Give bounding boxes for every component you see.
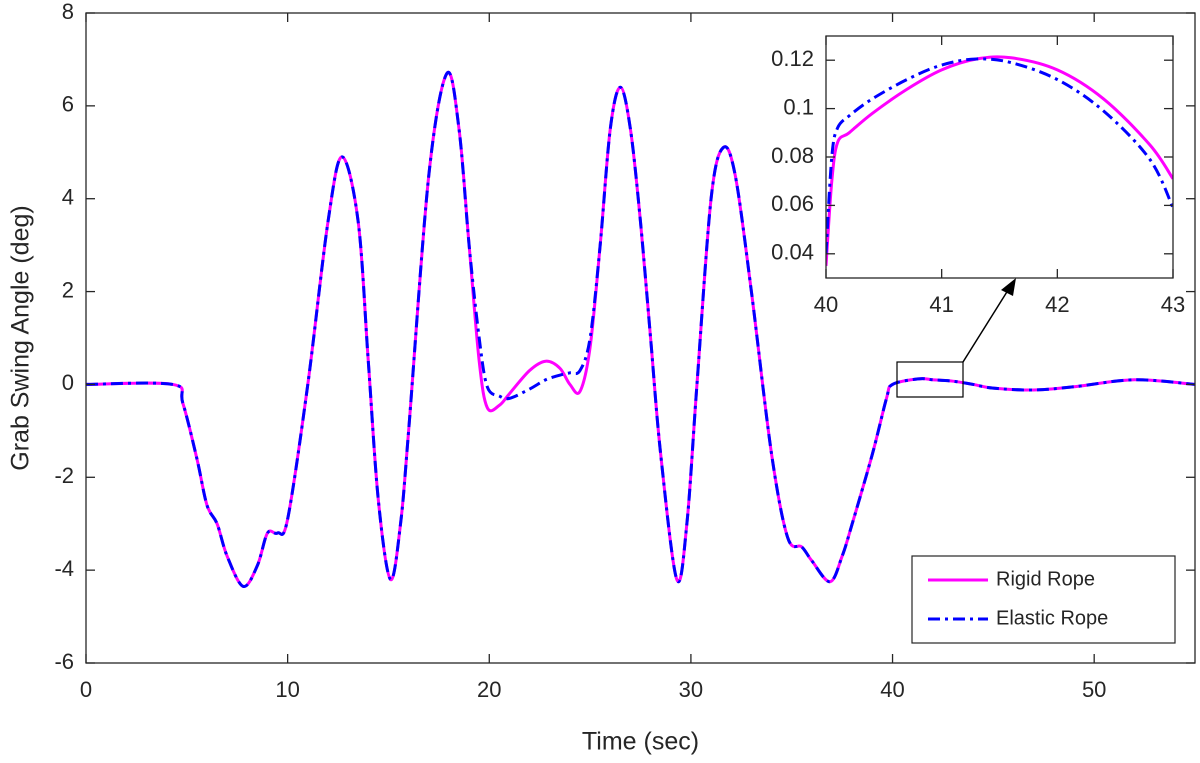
axes-box <box>85 12 1196 664</box>
zoom-indicator <box>896 278 1016 398</box>
legend-box <box>911 555 1176 644</box>
y-tick-label: 8 <box>62 0 74 24</box>
plot-area <box>826 36 1173 278</box>
legend-label: Elastic Rope <box>996 607 1108 629</box>
y-tick-label: 0.12 <box>771 46 814 71</box>
y-tick-label: 0.06 <box>771 191 814 216</box>
zoom-arrow <box>962 286 1011 363</box>
arrow-head <box>1001 278 1016 296</box>
y-tick-label: 0.1 <box>783 94 814 119</box>
x-tick-label: 50 <box>1082 677 1106 702</box>
x-tick-label: 40 <box>814 292 838 317</box>
x-tick-label: 40 <box>880 677 904 702</box>
y-tick-label: 4 <box>62 185 74 210</box>
x-tick-label: 0 <box>80 677 92 702</box>
series-line <box>826 57 1173 254</box>
y-tick-label: 2 <box>62 277 74 302</box>
lines <box>86 70 1195 588</box>
series-line <box>86 70 1195 588</box>
y-axis-label: Grab Swing Angle (deg) <box>7 205 35 470</box>
series-line <box>826 55 1173 267</box>
y-tick-label: -2 <box>54 463 74 488</box>
x-tick-label: 42 <box>1045 292 1069 317</box>
y-tick-label: 0 <box>62 370 74 395</box>
y-tick-label: 6 <box>62 92 74 117</box>
y-tick-label: -6 <box>54 649 74 674</box>
x-tick-label: 41 <box>929 292 953 317</box>
x-tick-label: 10 <box>275 677 299 702</box>
x-axis-label: Time (sec) <box>582 728 699 756</box>
y-tick-label: -4 <box>54 556 74 581</box>
x-tick-label: 20 <box>477 677 501 702</box>
zoom-box <box>896 361 964 398</box>
y-tick-label: 0.08 <box>771 143 814 168</box>
lines <box>826 55 1173 267</box>
x-tick-label: 43 <box>1161 292 1185 317</box>
legend-label: Rigid Rope <box>996 568 1095 590</box>
y-tick-label: 0.04 <box>771 240 814 265</box>
x-tick-label: 30 <box>679 677 703 702</box>
inset-axes: 40 41 42 43 0.04 0.06 0.08 0.1 0.12 <box>771 35 1185 317</box>
